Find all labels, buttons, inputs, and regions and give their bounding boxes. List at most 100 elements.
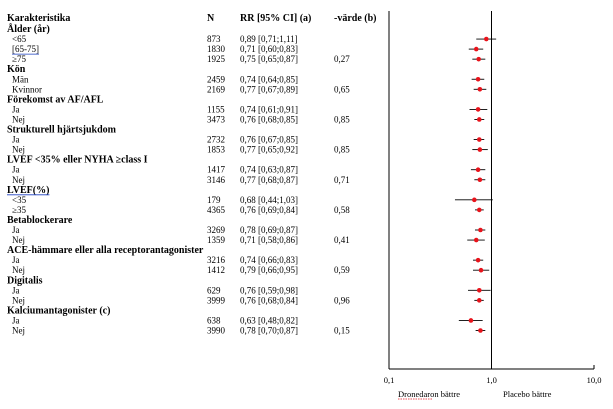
p-value: 0,96	[334, 295, 350, 305]
rr-ci-value: 0,78 [0,69;0,87]	[240, 225, 298, 235]
rr-marker	[476, 117, 482, 122]
rr-marker	[475, 107, 481, 112]
rr-marker	[484, 36, 489, 42]
subgroup-label: Nej	[12, 235, 25, 245]
rr-marker	[477, 147, 483, 152]
n-value: 3216	[207, 255, 226, 265]
subgroup-label: Nej	[12, 265, 25, 275]
n-value: 1925	[207, 54, 226, 64]
rr-ci-value: 0,71 [0,58;0,86]	[240, 235, 298, 245]
subgroup-label: ≥75	[12, 54, 26, 64]
subgroup-label: Ja	[12, 165, 20, 175]
rr-marker	[475, 76, 481, 82]
rr-ci-value: 0,77 [0,67;0,89]	[240, 84, 298, 94]
n-value: 4365	[207, 205, 226, 215]
subgroup-label: Nej	[12, 326, 25, 336]
subgroup-label: Ja	[12, 285, 20, 295]
subgroup-label: <65	[12, 34, 27, 44]
x-tick-label: 0,1	[384, 375, 395, 385]
n-value: 3999	[207, 295, 226, 305]
group-label: Digitalis	[7, 275, 43, 286]
group-label: Kön	[7, 64, 26, 75]
rr-ci-value: 0,79 [0,66;0,95]	[240, 265, 298, 275]
rr-ci-value: 0,76 [0,59;0,98]	[240, 285, 298, 295]
rr-marker	[476, 207, 482, 213]
favours-dronedarone-label: Dronedaron bättre	[398, 389, 460, 399]
subgroup-label: ≥35	[12, 205, 26, 215]
subgroup-label: Män	[12, 74, 29, 84]
rr-marker	[473, 237, 479, 243]
n-value: 3146	[207, 175, 226, 185]
rr-ci-value: 0,74 [0,66;0,83]	[240, 255, 298, 265]
n-value: 1155	[207, 104, 225, 114]
rr-ci-value: 0,89 [0,71;1,11]	[240, 34, 298, 44]
header-rr: RR [95% CI] (a)	[240, 13, 311, 24]
rr-marker	[476, 56, 481, 62]
rr-ci-value: 0,76 [0,69;0,84]	[240, 205, 298, 215]
n-value: 179	[207, 195, 221, 205]
rr-marker	[475, 257, 481, 263]
rr-ci-value: 0,77 [0,65;0,92]	[240, 145, 298, 155]
subgroup-label: [65-75]	[12, 44, 39, 54]
group-label: Betablockerare	[7, 215, 73, 226]
group-label: Ålder (år)	[7, 23, 50, 35]
n-value: 1853	[207, 145, 226, 155]
subgroup-label: Ja	[12, 104, 20, 114]
subgroup-label: Nej	[12, 114, 25, 124]
subgroup-label: Nej	[12, 145, 25, 155]
p-value: 0,85	[334, 145, 350, 155]
p-value: 0,58	[334, 205, 350, 215]
plot-area: 0,1 1,0 10,0 Dronedaron bättre Placebo bättr…	[384, 11, 602, 400]
p-value: 0,41	[334, 235, 350, 245]
group-label: ACE-hämmare eller alla receptorantagonis…	[7, 245, 204, 256]
rr-marker	[478, 227, 483, 233]
rr-marker	[472, 197, 477, 203]
header-n: N	[207, 13, 215, 24]
rr-marker	[476, 298, 482, 303]
n-value: 2732	[207, 135, 225, 145]
x-tick-label: 10,0	[587, 375, 602, 385]
p-value: 0,15	[334, 326, 350, 336]
rr-ci-value: 0,63 [0,48;0,82]	[240, 315, 298, 325]
rr-marker	[478, 328, 483, 333]
p-value: 0,59	[334, 265, 350, 275]
p-value: 0,65	[334, 84, 350, 94]
rr-ci-value: 0,74 [0,64;0,85]	[240, 74, 298, 84]
rr-marker	[468, 318, 474, 323]
rr-ci-value: 0,76 [0,67;0,85]	[240, 135, 298, 145]
favours-placebo-label: Placebo bättre	[503, 389, 552, 399]
group-label: LVEF(%)	[7, 185, 49, 196]
group-label: Strukturell hjärtsjukdom	[7, 125, 117, 136]
subgroup-label: Kvinnor	[12, 84, 42, 94]
n-value: 3473	[207, 114, 226, 124]
group-label: Förekomst av AF/AFL	[7, 94, 104, 105]
rr-marker	[478, 267, 484, 273]
table-rows: Ålder (år)<65 873 0,89 [0,71;1,11] [65-75] 1…	[7, 23, 350, 336]
header-characteristic: Karakteristika	[7, 13, 70, 24]
subgroup-label: Ja	[12, 225, 20, 235]
rr-ci-value: 0,71 [0,60;0,83]	[240, 44, 298, 54]
rr-ci-value: 0,76 [0,68;0,84]	[240, 295, 298, 305]
rr-ci-value: 0,76 [0,68;0,85]	[240, 114, 298, 124]
rr-ci-value: 0,78 [0,70;0,87]	[240, 326, 298, 336]
rr-marker	[476, 137, 482, 142]
header-pvalue: -värde (b)	[334, 13, 377, 24]
rr-ci-value: 0,68 [0,44;1,03]	[240, 195, 298, 205]
rr-marker	[475, 167, 481, 172]
rr-marker	[477, 177, 483, 183]
group-label: Kalciumantagonister (c)	[7, 305, 110, 316]
n-value: 2459	[207, 74, 226, 84]
rr-ci-value: 0,74 [0,61;0,91]	[240, 104, 298, 114]
rr-marker	[477, 87, 483, 92]
n-value: 2169	[207, 84, 226, 94]
subgroup-label: Nej	[12, 175, 25, 185]
n-value: 638	[207, 315, 221, 325]
p-value: 0,27	[334, 54, 350, 64]
n-value: 3269	[207, 225, 226, 235]
rr-ci-value: 0,77 [0,68;0,87]	[240, 175, 298, 185]
n-value: 1359	[207, 235, 226, 245]
subgroup-label: <35	[12, 195, 27, 205]
n-value: 1417	[207, 165, 226, 175]
subgroup-label: Ja	[12, 135, 20, 145]
